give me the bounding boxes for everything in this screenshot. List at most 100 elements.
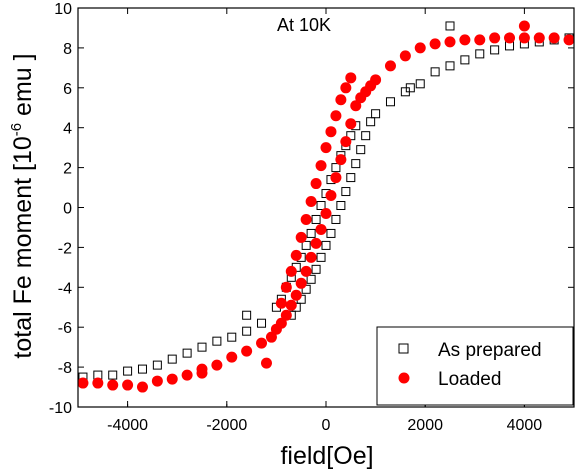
legend-marker-loaded — [398, 372, 410, 384]
y-axis-label: total Fe moment [10-6 emu ] — [8, 53, 37, 358]
x-tick-label: 4000 — [507, 417, 543, 434]
point-as-prepared — [405, 83, 415, 93]
point-as-prepared — [152, 360, 162, 370]
axis-tick-labels: -4000 -2000 0 2000 4000 -10 -8 -6 -4 -2 0 2 4 6 8 10 — [49, 1, 542, 434]
y-tick-label: -2 — [58, 240, 72, 257]
point-loaded — [459, 34, 471, 46]
point-loaded — [325, 190, 337, 202]
point-loaded — [345, 72, 357, 84]
point-as-prepared — [306, 228, 316, 238]
point-as-prepared — [316, 201, 326, 211]
point-as-prepared — [167, 354, 177, 364]
point-loaded — [310, 237, 322, 249]
point-as-prepared — [475, 49, 485, 59]
point-loaded — [211, 359, 223, 371]
point-as-prepared — [445, 61, 455, 71]
point-loaded — [533, 32, 545, 44]
y-tick-label: 0 — [63, 201, 72, 218]
point-loaded — [265, 331, 277, 343]
y-axis-label-prefix: total Fe moment [10 — [9, 136, 37, 358]
point-loaded — [325, 126, 337, 138]
x-tick-label: -4000 — [107, 417, 148, 434]
point-as-prepared — [371, 109, 381, 119]
point-loaded — [474, 34, 486, 46]
point-as-prepared — [341, 187, 351, 197]
point-as-prepared — [326, 228, 336, 238]
x-tick-label: 2000 — [407, 417, 443, 434]
x-tick-label: -2000 — [206, 417, 247, 434]
point-loaded — [290, 249, 302, 261]
point-loaded — [429, 38, 441, 50]
point-as-prepared — [242, 310, 252, 320]
point-loaded — [285, 265, 297, 277]
point-loaded — [335, 94, 347, 106]
point-loaded — [518, 32, 530, 44]
point-as-prepared — [242, 326, 252, 336]
y-tick-label: 8 — [63, 41, 72, 58]
point-loaded — [256, 337, 268, 349]
y-tick-label: 2 — [63, 161, 72, 178]
point-loaded — [275, 297, 287, 309]
point-loaded — [78, 377, 89, 389]
point-as-prepared — [351, 159, 361, 169]
point-as-prepared — [316, 252, 326, 262]
point-as-prepared — [182, 348, 192, 358]
x-axis-label: field[Oe] — [280, 442, 373, 470]
point-loaded — [320, 207, 332, 219]
point-loaded — [518, 20, 530, 32]
point-as-prepared — [227, 332, 237, 342]
point-as-prepared — [123, 366, 133, 376]
point-loaded — [260, 357, 272, 369]
point-as-prepared — [361, 131, 371, 141]
point-as-prepared — [460, 55, 470, 65]
point-as-prepared — [336, 201, 346, 211]
y-tick-label: 4 — [63, 121, 72, 138]
point-loaded — [241, 345, 253, 357]
point-loaded — [166, 373, 178, 385]
point-as-prepared — [346, 173, 356, 183]
point-as-prepared — [108, 370, 118, 380]
point-loaded — [444, 36, 456, 48]
chart-annotation: At 10K — [277, 15, 331, 35]
point-loaded — [196, 363, 208, 375]
y-axis-label-exponent: -6 — [8, 123, 25, 136]
point-loaded — [285, 299, 297, 311]
point-as-prepared — [331, 163, 341, 173]
point-loaded — [151, 375, 163, 387]
point-loaded — [320, 142, 332, 154]
y-tick-label: -4 — [58, 280, 72, 297]
point-loaded — [295, 277, 307, 289]
y-tick-label: -8 — [58, 360, 72, 377]
point-loaded — [414, 42, 426, 54]
point-loaded — [340, 82, 352, 94]
point-loaded — [226, 351, 238, 363]
point-loaded — [340, 136, 352, 148]
point-as-prepared — [415, 79, 425, 89]
y-tick-label: -10 — [49, 400, 72, 417]
point-as-prepared — [311, 264, 321, 274]
point-as-prepared — [321, 240, 331, 250]
y-tick-label: 10 — [54, 1, 72, 18]
point-loaded — [295, 231, 307, 243]
point-as-prepared — [301, 240, 311, 250]
point-as-prepared — [385, 97, 395, 107]
x-tick-label: 0 — [322, 417, 331, 434]
point-loaded — [181, 369, 193, 381]
point-as-prepared — [306, 274, 316, 284]
point-loaded — [305, 251, 317, 263]
point-loaded — [136, 381, 148, 393]
legend-label-as-prepared: As prepared — [438, 340, 542, 361]
chart-marks — [78, 20, 574, 393]
point-as-prepared — [331, 214, 341, 224]
point-loaded — [504, 32, 516, 44]
point-loaded — [350, 100, 362, 112]
point-loaded — [345, 118, 357, 130]
point-loaded — [563, 34, 574, 46]
point-as-prepared — [445, 21, 455, 31]
legend-label-loaded: Loaded — [438, 369, 501, 390]
point-loaded — [315, 160, 327, 172]
legend: As prepared Loaded — [376, 326, 574, 406]
point-loaded — [305, 196, 317, 208]
y-axis-label-suffix: emu ] — [9, 53, 37, 122]
